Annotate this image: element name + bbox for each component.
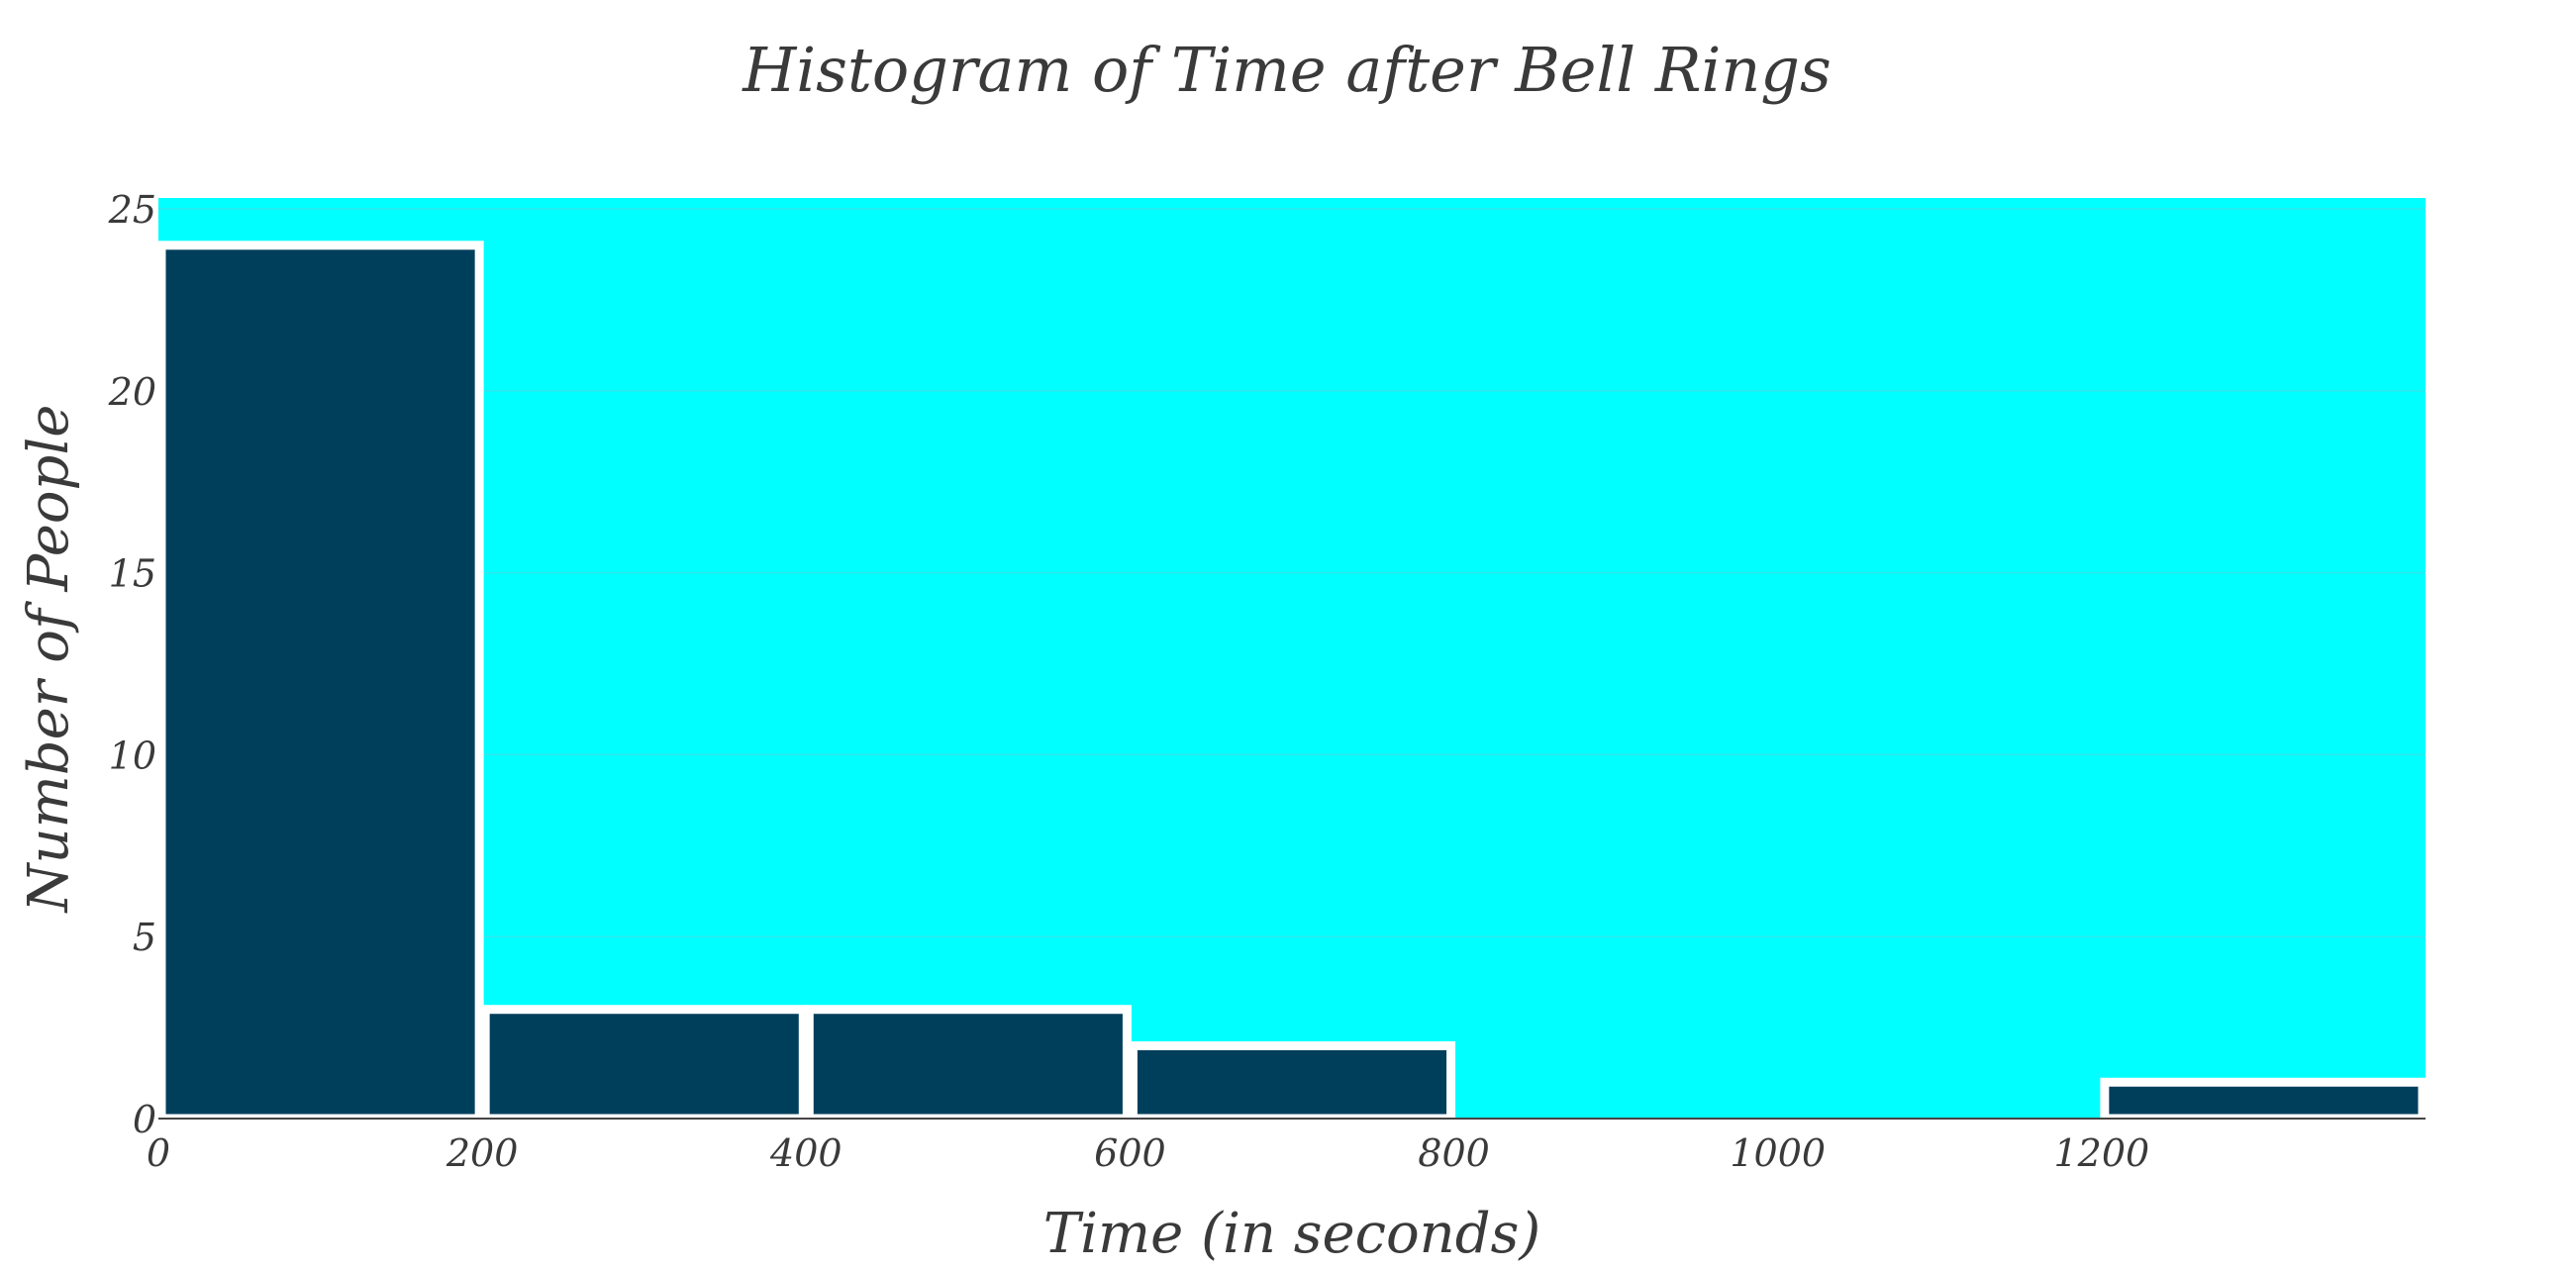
x-tick-label: 200 bbox=[446, 1131, 519, 1175]
x-axis-ticks: 0 200 400 600 800 1000 1200 bbox=[147, 1131, 2149, 1175]
y-tick-label: 10 bbox=[109, 733, 156, 777]
bars bbox=[156, 241, 2427, 1124]
histogram-bar bbox=[2100, 1077, 2427, 1124]
y-tick-label: 25 bbox=[108, 188, 156, 232]
y-axis-ticks: 0 5 10 15 20 25 bbox=[108, 188, 156, 1141]
x-tick-label: 0 bbox=[147, 1131, 170, 1175]
y-tick-label: 20 bbox=[108, 370, 156, 414]
x-tick-label: 600 bbox=[1094, 1131, 1166, 1175]
gridlines bbox=[158, 208, 2426, 937]
y-tick-label: 0 bbox=[133, 1098, 156, 1141]
chart-title: Histogram of Time after Bell Rings bbox=[742, 34, 1832, 106]
y-axis-title: Number of People bbox=[17, 405, 81, 915]
x-tick-label: 1000 bbox=[1730, 1131, 1826, 1175]
plot-area bbox=[158, 198, 2426, 1119]
histogram-bar bbox=[480, 1005, 808, 1124]
histogram-bar bbox=[804, 1005, 1132, 1124]
x-tick-label: 400 bbox=[769, 1131, 842, 1175]
x-axis-title: Time (in seconds) bbox=[1043, 1202, 1540, 1266]
x-tick-label: 1200 bbox=[2053, 1131, 2149, 1175]
y-tick-label: 5 bbox=[133, 916, 156, 959]
y-tick-label: 15 bbox=[109, 552, 156, 596]
histogram-bar bbox=[1128, 1040, 1456, 1124]
x-tick-label: 800 bbox=[1418, 1131, 1490, 1175]
histogram-bar bbox=[156, 241, 484, 1124]
